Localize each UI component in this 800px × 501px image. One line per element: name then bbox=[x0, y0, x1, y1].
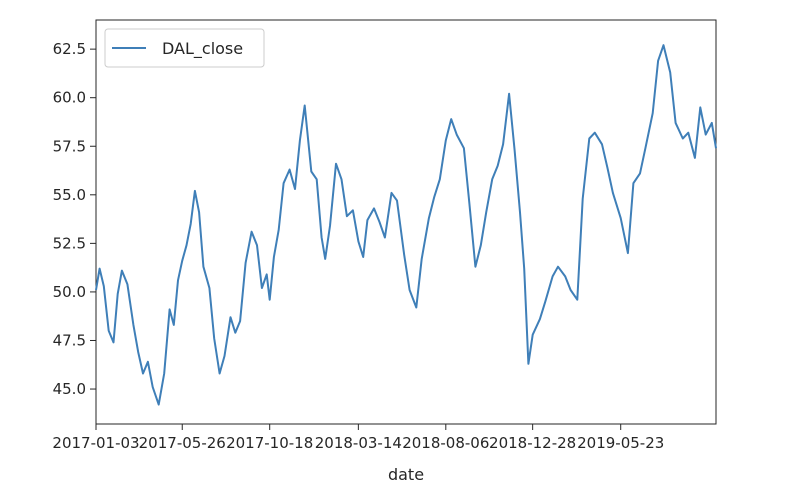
legend-label-dal-close: DAL_close bbox=[162, 39, 243, 59]
series-group bbox=[95, 44, 717, 406]
y-tick-label: 47.5 bbox=[53, 331, 86, 349]
x-tick-label: 2018-12-28 bbox=[489, 434, 576, 452]
plot-area: 45.0 47.5 50.0 52.5 55.0 57.5 60.0 62.5 2017-01… bbox=[52, 19, 717, 452]
x-tick-label: 2017-05-26 bbox=[139, 434, 226, 452]
legend-box bbox=[104, 28, 265, 68]
y-tick-label: 52.5 bbox=[53, 234, 86, 252]
x-tick-label: 2017-10-18 bbox=[226, 434, 313, 452]
y-tick-label: 60.0 bbox=[53, 89, 86, 107]
y-tick-label: 57.5 bbox=[53, 137, 86, 155]
y-tick-label: 55.0 bbox=[53, 186, 86, 204]
x-tick-label: 2019-05-23 bbox=[577, 434, 664, 452]
y-tick-label: 50.0 bbox=[53, 283, 86, 301]
plot-frame bbox=[95, 19, 717, 425]
x-axis-title: date bbox=[388, 465, 424, 484]
y-tick-label: 62.5 bbox=[53, 40, 86, 58]
series-line-dal-close bbox=[95, 44, 717, 406]
y-tick-label: 45.0 bbox=[53, 380, 86, 398]
x-tick-label: 2018-08-06 bbox=[402, 434, 489, 452]
x-tick-label: 2018-03-14 bbox=[315, 434, 402, 452]
legend: DAL_close bbox=[104, 28, 265, 68]
x-axis: 2017-01-03 2017-05-26 2017-10-18 2018-03-14… bbox=[52, 424, 664, 452]
y-axis: 45.0 47.5 50.0 52.5 55.0 57.5 60.0 62.5 bbox=[53, 40, 96, 398]
x-tick-label: 2017-01-03 bbox=[52, 434, 139, 452]
